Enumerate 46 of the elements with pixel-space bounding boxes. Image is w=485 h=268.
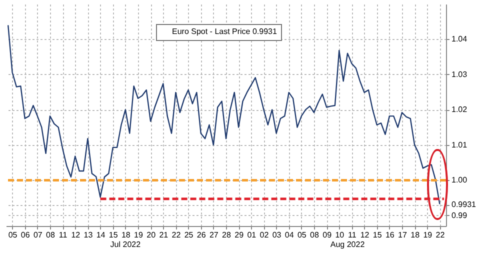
x-tick-label: 01	[247, 230, 257, 240]
x-tick-label: 19	[134, 230, 144, 240]
x-tick-label: 10	[335, 230, 345, 240]
x-tick-label: 14	[96, 230, 106, 240]
x-tick-label: 06	[20, 230, 30, 240]
y-tick-label: 1.00	[452, 176, 468, 185]
x-tick-label: 15	[108, 230, 118, 240]
y-tick-label: 1.04	[452, 34, 468, 44]
x-tick-label: 15	[372, 230, 382, 240]
x-tick-label: 03	[272, 230, 282, 240]
text: Euro Spot - Last Price 0.9931	[172, 27, 278, 36]
x-tick-label: 29	[234, 230, 244, 240]
x-tick-label: 19	[423, 230, 433, 240]
y-tick-label: 0.9931	[452, 200, 477, 210]
x-tick-label: 05	[8, 230, 18, 240]
x-tick-label: 26	[196, 230, 206, 240]
x-tick-label: 07	[33, 230, 43, 240]
x-tick-label: 11	[348, 230, 357, 240]
x-tick-label: 04	[284, 230, 294, 240]
x-tick-label: 18	[410, 230, 420, 240]
x-tick-label: 28	[222, 230, 232, 240]
x-tick-label: 25	[184, 230, 194, 240]
line-series	[7, 24, 440, 205]
x-tick-label: 13	[84, 230, 94, 240]
x-tick-label: 02	[260, 230, 270, 240]
x-tick-label: 08	[310, 230, 320, 240]
y-tick-label: 1.01	[452, 140, 468, 150]
y-tick-label: 1.03	[452, 70, 468, 79]
x-tick-label: 16	[385, 230, 395, 240]
x-tick-label: 17	[398, 230, 408, 240]
x-tick-label: 22	[172, 230, 182, 240]
text: Jul 2022	[110, 240, 142, 249]
x-tick-label: 18	[121, 230, 131, 240]
y-tick-label: 0.99	[452, 210, 468, 220]
x-tick-label: 05	[297, 230, 307, 240]
x-tick-label: 20	[146, 230, 156, 240]
x-tick-label: 08	[46, 230, 56, 240]
x-tick-label: 09	[322, 230, 332, 240]
x-tick-label: 12	[360, 230, 370, 240]
x-tick-label: 21	[159, 230, 169, 240]
y-tick-label: 1.02	[452, 105, 468, 114]
x-tick-label: 27	[209, 230, 219, 240]
text: Aug 2022	[330, 240, 366, 249]
x-tick-label: 12	[71, 230, 81, 240]
x-tick-label: 11	[58, 230, 68, 240]
x-tick-label: 22	[436, 230, 446, 240]
